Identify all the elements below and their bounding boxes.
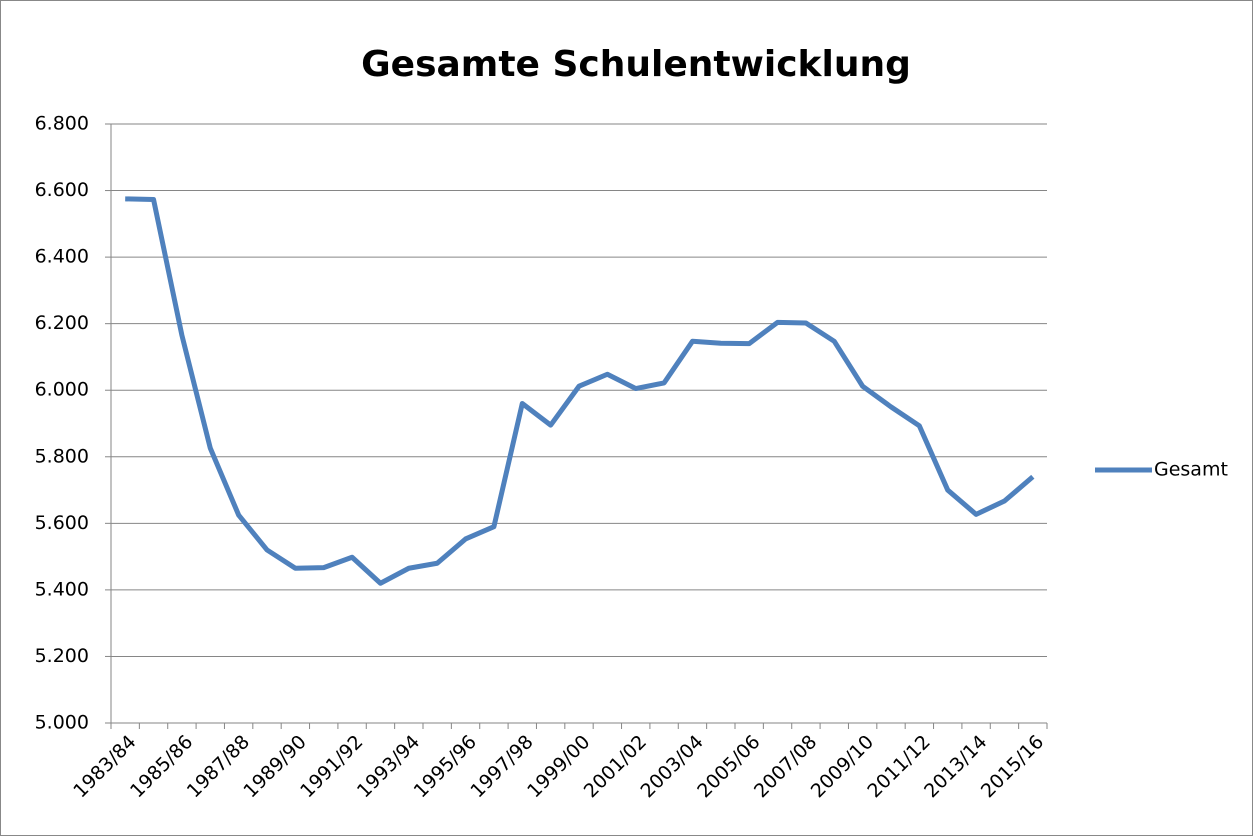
y-tick-label: 6.200 <box>35 312 89 334</box>
y-tick-label: 6.600 <box>35 179 89 201</box>
y-tick-label: 5.000 <box>35 712 89 734</box>
y-tick-label: 5.600 <box>35 512 89 534</box>
series-line <box>125 196 1035 586</box>
y-tick-label: 5.800 <box>35 445 89 467</box>
y-tick-label: 6.000 <box>35 379 89 401</box>
y-tick-label: 6.800 <box>35 113 89 135</box>
y-tick-label: 5.400 <box>35 578 89 600</box>
y-tick-label: 6.400 <box>35 246 89 268</box>
legend-label: Gesamt <box>1154 459 1228 481</box>
y-tick-label: 5.200 <box>35 645 89 667</box>
chart-title: Gesamte Schulentwicklung <box>361 44 911 85</box>
